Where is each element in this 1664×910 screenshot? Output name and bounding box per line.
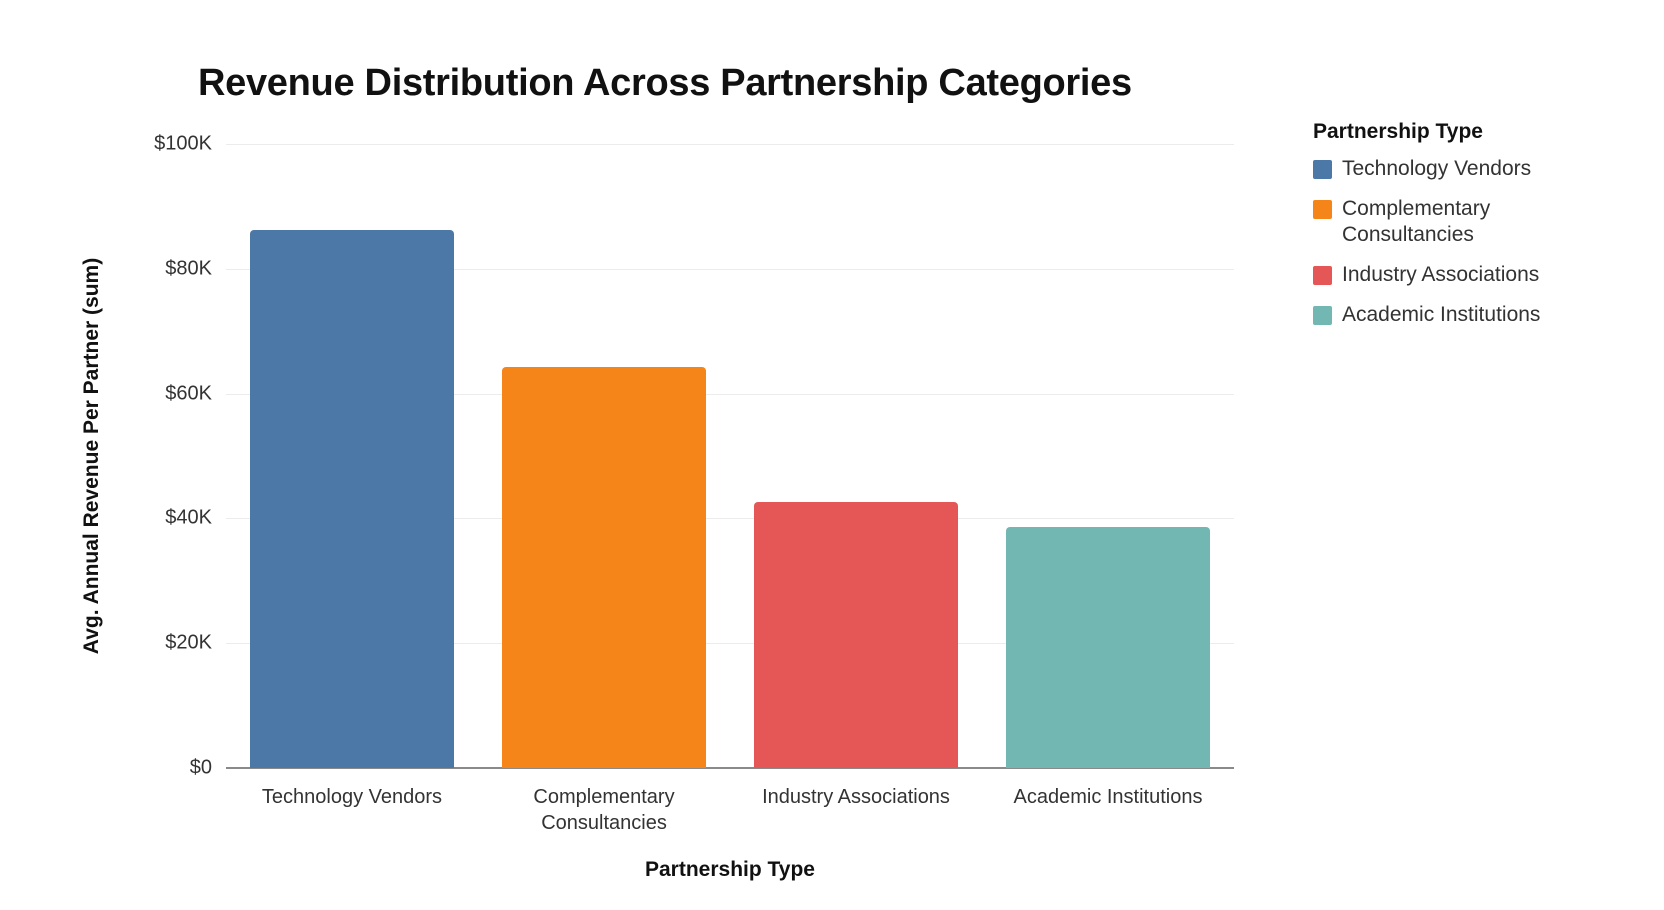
gridline [226, 393, 1234, 395]
legend-title: Partnership Type [1313, 120, 1483, 143]
legend-swatch-icon [1313, 200, 1332, 219]
legend-label: Academic Institutions [1342, 303, 1541, 326]
bar-complementary-consultancies[interactable] [501, 367, 707, 768]
legend-item[interactable]: Industry Associations [1313, 262, 1613, 288]
legend-swatch-icon [1313, 266, 1332, 285]
x-tick-label: Technology Vendors [261, 786, 443, 808]
x-tick-label: Industry Associations [762, 786, 950, 808]
plot-area [226, 144, 1234, 769]
chart-title: Revenue Distribution Across Partnership … [198, 62, 1132, 104]
gridline [226, 518, 1234, 520]
y-tick-label: $20K [165, 631, 212, 654]
legend-swatch-icon [1313, 306, 1332, 325]
bar-technology-vendors[interactable] [249, 229, 455, 768]
legend-label: Industry Associations [1342, 263, 1540, 286]
legend-swatch-icon [1313, 160, 1332, 179]
y-tick-label: $100K [154, 132, 212, 155]
legend: Partnership Type Technology Vendors Compl… [1313, 120, 1613, 342]
legend-item[interactable]: Complementary Consultancies [1313, 196, 1613, 248]
gridline [226, 144, 1234, 145]
y-tick-label: $60K [165, 382, 212, 405]
x-tick-label: Complementary Consultancies [533, 786, 675, 834]
bar-industry-associations[interactable] [753, 501, 959, 768]
y-axis-label: Avg. Annual Revenue Per Partner (sum) [80, 257, 103, 655]
x-axis-line [226, 767, 1234, 769]
legend-item[interactable]: Academic Institutions [1313, 302, 1613, 328]
y-tick-label: $40K [165, 506, 212, 529]
gridline [226, 268, 1234, 270]
y-tick-label: $0 [189, 756, 212, 779]
gridline [226, 643, 1234, 645]
x-tick-label: Academic Institutions [1013, 786, 1203, 808]
legend-item[interactable]: Technology Vendors [1313, 156, 1613, 182]
y-tick-label: $80K [165, 257, 212, 280]
legend-label: Technology Vendors [1342, 157, 1532, 180]
legend-label: Complementary Consultancies [1342, 197, 1491, 246]
x-axis-label: Partnership Type [645, 858, 815, 881]
bar-academic-institutions[interactable] [1005, 526, 1211, 768]
